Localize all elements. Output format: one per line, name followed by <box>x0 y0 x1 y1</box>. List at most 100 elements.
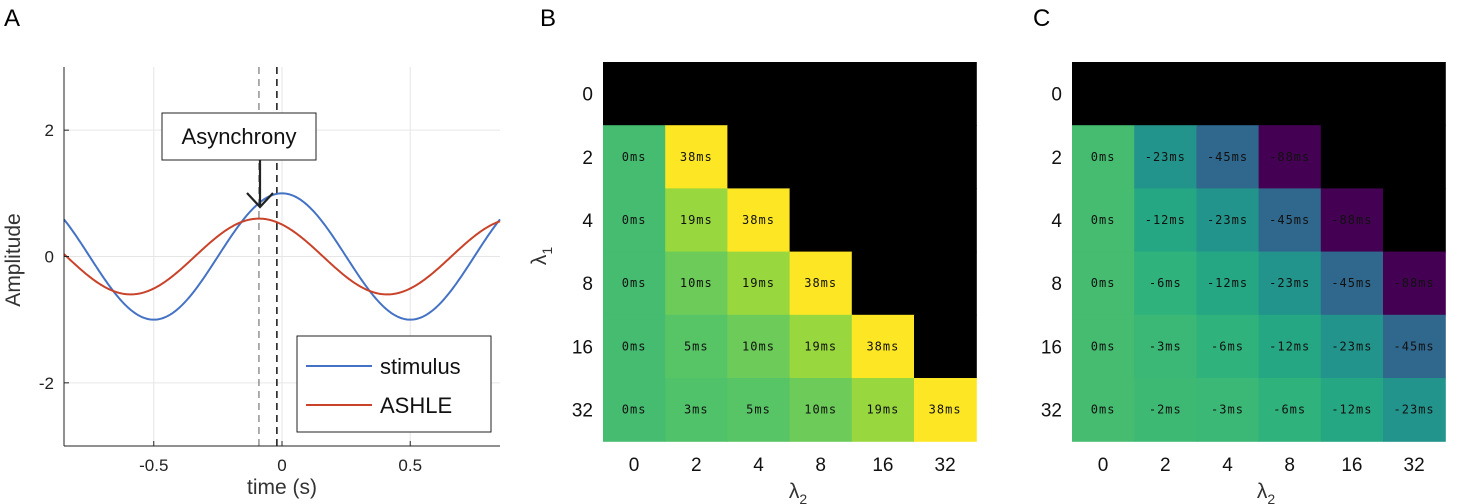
cell-value-label: 19ms <box>804 339 837 353</box>
heatmap-cell <box>1072 314 1135 379</box>
cell-value-label: 0ms <box>1091 213 1116 227</box>
legend: stimulus ASHLE <box>296 335 492 433</box>
x-tick-label: 32 <box>935 455 956 476</box>
y-tick-label: -2 <box>39 374 54 393</box>
cell-value-label: 19ms <box>680 213 713 227</box>
heatmap-cell <box>1196 378 1260 442</box>
cell-value-label: 3ms <box>684 403 709 417</box>
cell-value-label: -23ms <box>1331 339 1372 353</box>
cell-value-label: -12ms <box>1331 403 1372 417</box>
cell-value-label: -3ms <box>1149 339 1182 353</box>
heatmap-cell <box>1258 125 1322 189</box>
heatmap-cell <box>603 314 666 379</box>
y-axis-label: Amplitude <box>2 213 25 306</box>
cell-value-label: -45ms <box>1269 213 1310 227</box>
cell-value-label: 0ms <box>1091 339 1116 353</box>
x-tick-label: -0.5 <box>139 456 168 475</box>
heatmap-cell <box>1383 251 1446 316</box>
heatmap-cell <box>1134 125 1197 189</box>
cell-value-label: 38ms <box>680 150 713 164</box>
cell-value-label: -23ms <box>1394 403 1435 417</box>
heatmap-cell <box>665 188 728 253</box>
cell-value-label: -45ms <box>1207 150 1248 164</box>
heatmap-cell <box>789 251 853 316</box>
heatmap-cell <box>1134 62 1197 126</box>
heatmap-cell <box>1134 314 1197 379</box>
y-tick-label: 32 <box>1041 401 1062 422</box>
cell-value-label: 0ms <box>622 150 647 164</box>
series-line-stimulus <box>63 192 501 321</box>
legend-label-ashle: ASHLE <box>380 393 452 418</box>
heatmap-cell <box>1196 314 1260 379</box>
cell-value-label: 19ms <box>742 276 775 290</box>
y-tick-label: 4 <box>1051 211 1062 232</box>
heatmap-cell <box>789 378 853 442</box>
heatmap-cell <box>1196 251 1260 316</box>
heatmap-cell <box>665 314 728 379</box>
heatmap-cell <box>851 314 915 379</box>
annotation-box <box>161 112 317 161</box>
cell-value-label: -12ms <box>1269 339 1310 353</box>
y-tick-label: 16 <box>572 337 593 358</box>
line-plot: -0.5 0 0.5 2 0 -2 time (s) Amplitude Asynchro… <box>2 67 501 499</box>
heatmap-cell <box>851 125 915 189</box>
x-tick-label: 8 <box>815 455 826 476</box>
heatmap-cell <box>727 188 791 253</box>
x-axis-label: λ2 <box>789 480 808 504</box>
x-tick-label: 4 <box>1222 455 1233 476</box>
heatmap-cell <box>603 188 666 253</box>
tick-labels: -0.5 0 0.5 2 0 -2 <box>39 121 422 475</box>
y-tick-label: 0 <box>45 248 54 267</box>
heatmap-cell <box>1320 188 1384 253</box>
x-tick-label: 0 <box>1098 455 1109 476</box>
heatmap-cell <box>1258 314 1322 379</box>
heatmap-cell <box>1072 188 1135 253</box>
heatmap-cell <box>914 125 977 189</box>
heatmap-cell <box>1320 62 1384 126</box>
heatmap-cell <box>603 378 666 442</box>
heatmap-cell <box>1134 378 1197 442</box>
heatmap-cell <box>1196 125 1260 189</box>
heatmap-cell <box>789 62 853 126</box>
heatmap-cell <box>1258 62 1322 126</box>
heatmap-cell <box>914 314 977 379</box>
cell-value-label: -6ms <box>1149 276 1182 290</box>
arrow-head-icon <box>246 192 274 209</box>
y-tick-label: 4 <box>582 211 593 232</box>
heatmap-cell <box>603 62 666 126</box>
heatmap-cell <box>1072 62 1135 126</box>
heatmap-cell <box>727 314 791 379</box>
cell-value-label: -45ms <box>1394 339 1435 353</box>
cell-value-label: -6ms <box>1211 339 1244 353</box>
x-tick-label: 0 <box>629 455 640 476</box>
heatmap-cell <box>1320 314 1384 379</box>
annotation-text: Asynchrony <box>182 124 297 149</box>
heatmap-cell <box>727 251 791 316</box>
legend-label-stimulus: stimulus <box>380 354 461 379</box>
heatmap-cell <box>914 62 977 126</box>
cell-value-label: 19ms <box>866 403 899 417</box>
cell-value-label: -3ms <box>1211 403 1244 417</box>
y-tick-label: 2 <box>582 148 593 169</box>
series-group <box>63 192 501 321</box>
x-axis-label: λ2 <box>1257 480 1276 504</box>
cell-value-label: 0ms <box>622 276 647 290</box>
panel-label-c: C <box>1033 5 1050 32</box>
y-tick-label: 2 <box>45 121 54 140</box>
y-tick-label: 0 <box>582 85 593 106</box>
heatmap-cell <box>727 378 791 442</box>
series-line-ashle <box>63 217 501 296</box>
cell-value-label: 38ms <box>866 339 899 353</box>
cell-value-label: 38ms <box>929 403 962 417</box>
cell-value-label: 5ms <box>746 403 771 417</box>
x-tick-label: 16 <box>1341 455 1362 476</box>
x-tick-label: 2 <box>691 455 702 476</box>
x-tick-label: 8 <box>1284 455 1295 476</box>
heatmap-cell <box>1258 251 1322 316</box>
cell-value-label: 38ms <box>742 213 775 227</box>
y-tick-label: 16 <box>1041 337 1062 358</box>
tick-labels: 0 2 4 8 16 32 0 2 4 8 16 32 <box>1041 85 1425 477</box>
panel-label-b: B <box>540 5 556 32</box>
heatmap-cell <box>1134 251 1197 316</box>
